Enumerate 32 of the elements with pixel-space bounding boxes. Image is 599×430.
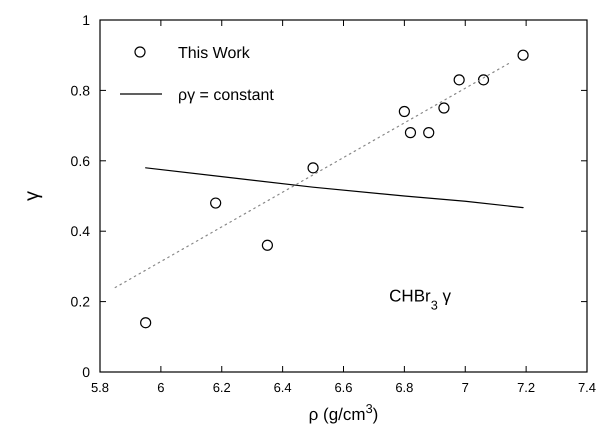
point	[210, 197, 222, 209]
x-tick-label: 6.2	[212, 380, 231, 395]
point	[423, 127, 434, 138]
y-tick-label: 0	[82, 364, 90, 380]
x-tick-label: 5.8	[90, 380, 110, 395]
x-tick-label: 7	[462, 380, 469, 395]
line-series	[145, 167, 524, 208]
legend-label: ργ = constant	[178, 87, 274, 104]
point	[517, 50, 529, 61]
point	[404, 127, 416, 138]
point	[454, 74, 465, 86]
x-tick-label: 6	[157, 380, 164, 395]
point	[438, 102, 450, 114]
point	[262, 240, 274, 251]
point	[140, 317, 152, 328]
y-tick-label: 0.8	[70, 82, 90, 98]
x-tick-label: 6.8	[395, 380, 414, 395]
x-axis-title: ρ (g/cm$^{3}$)	[308, 400, 378, 424]
y-axis-title: γ	[21, 191, 43, 201]
y-tick-label: 1	[82, 12, 90, 28]
x-tick-label: 7.2	[517, 380, 536, 395]
point	[478, 74, 490, 86]
y-tick-label: 0.6	[70, 152, 90, 169]
point	[307, 162, 319, 174]
x-tick-label: 7.4	[578, 380, 596, 395]
y-tick-label: 0.4	[70, 223, 90, 240]
y-tick-label: 0.2	[70, 294, 90, 310]
x-tick-label: 6.4	[274, 380, 292, 395]
legend-label: This Work	[178, 45, 251, 62]
point	[398, 106, 410, 118]
x-tick-label: 6.6	[334, 380, 353, 395]
annotation: CHBr$_{3}$ γ	[389, 286, 452, 312]
